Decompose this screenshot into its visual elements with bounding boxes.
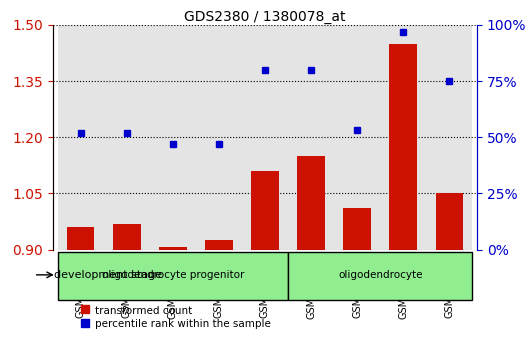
FancyBboxPatch shape bbox=[58, 252, 288, 299]
Bar bbox=[67, 227, 94, 250]
Bar bbox=[334, 25, 380, 250]
Text: development stage: development stage bbox=[54, 270, 162, 280]
Bar bbox=[390, 44, 417, 250]
Bar bbox=[159, 247, 187, 250]
Bar bbox=[104, 25, 150, 250]
Bar bbox=[251, 171, 279, 250]
Legend: transformed count, percentile rank within the sample: transformed count, percentile rank withi… bbox=[80, 305, 271, 329]
FancyBboxPatch shape bbox=[288, 252, 472, 299]
Text: oligodendrocyte progenitor: oligodendrocyte progenitor bbox=[102, 270, 244, 280]
Bar bbox=[426, 25, 472, 250]
Bar bbox=[343, 209, 371, 250]
Bar bbox=[297, 156, 325, 250]
Bar bbox=[58, 25, 104, 250]
Title: GDS2380 / 1380078_at: GDS2380 / 1380078_at bbox=[184, 10, 346, 24]
Bar bbox=[113, 224, 140, 250]
Text: oligodendrocyte: oligodendrocyte bbox=[338, 270, 422, 280]
Bar bbox=[205, 240, 233, 250]
Bar bbox=[150, 25, 196, 250]
Bar bbox=[380, 25, 426, 250]
Bar bbox=[196, 25, 242, 250]
Bar bbox=[288, 25, 334, 250]
Bar bbox=[436, 193, 463, 250]
Bar bbox=[242, 25, 288, 250]
